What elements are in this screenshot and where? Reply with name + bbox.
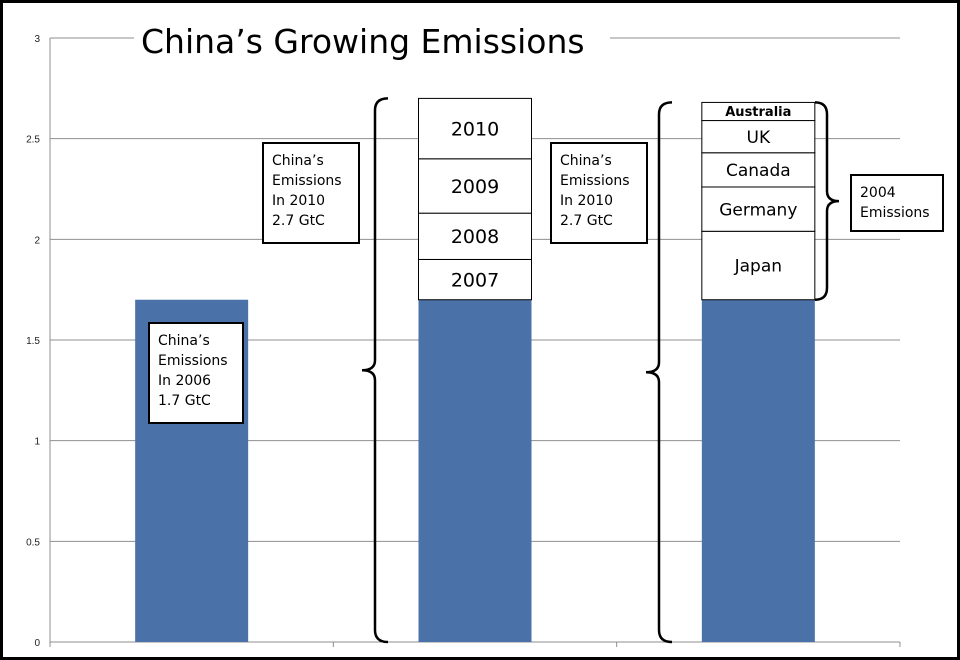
segment-label: 2009 xyxy=(451,176,499,198)
callout-line: 1.7 GtC xyxy=(158,393,211,409)
bar-base xyxy=(701,299,815,642)
stacked-segment xyxy=(701,186,816,232)
segment-label: Germany xyxy=(719,200,797,220)
callout-box xyxy=(550,142,648,244)
callout-line: 2.7 GtC xyxy=(560,213,613,229)
callout-line: China’s xyxy=(560,153,612,169)
callout-line: In 2010 xyxy=(272,193,325,209)
callout-line: 2004 xyxy=(860,185,896,201)
stacked-segment xyxy=(701,101,816,122)
stacked-segment xyxy=(701,152,816,188)
callout-line: Emissions xyxy=(860,205,930,221)
callout-box xyxy=(850,174,944,232)
brace-right-bar3 xyxy=(814,101,840,301)
segment-label: UK xyxy=(747,128,771,148)
stacked-segment xyxy=(701,120,816,154)
bar-base xyxy=(418,299,532,642)
stacked-segment xyxy=(418,258,532,301)
y-tick-label: 1.5 xyxy=(26,336,40,347)
segment-label: 2010 xyxy=(451,118,499,140)
y-tick-label: 2.5 xyxy=(26,135,40,146)
callout-line: Emissions xyxy=(272,173,342,189)
brace-left-bar3 xyxy=(645,101,673,644)
segment-label: 2007 xyxy=(451,269,499,291)
stacked-segment xyxy=(701,230,816,301)
segment-label: Australia xyxy=(725,105,791,120)
callout-line: In 2006 xyxy=(158,373,211,389)
segment-label: Canada xyxy=(726,161,791,181)
emissions-bar-chart: 0 0.5 1 1.5 2 2.5 3 2007 2008 2009 2010 Japan Germa… xyxy=(26,17,944,649)
chart-title: China’s Growing Emissions xyxy=(141,22,585,61)
callouts: China’s Emissions In 2006 1.7 GtC China’s Emi… xyxy=(148,97,944,644)
stacked-segment xyxy=(418,158,532,214)
y-tick-label: 0.5 xyxy=(26,537,40,548)
segment-label: 2008 xyxy=(451,226,499,248)
stacked-segment xyxy=(418,97,532,160)
y-tick-label: 0 xyxy=(34,638,40,649)
callout-line: China’s xyxy=(272,153,324,169)
brace-left-bar2 xyxy=(361,97,389,644)
callout-line: 2.7 GtC xyxy=(272,213,325,229)
callout-line: Emissions xyxy=(560,173,630,189)
title-backdrop xyxy=(134,17,610,67)
callout-box xyxy=(148,322,244,424)
callout-box xyxy=(262,142,360,244)
stacked-segment xyxy=(418,212,532,260)
y-tick-label: 1 xyxy=(34,437,40,448)
callout-line: China’s xyxy=(158,333,210,349)
segment-label: Japan xyxy=(734,257,782,277)
y-tick-label: 2 xyxy=(34,235,40,246)
y-tick-label: 3 xyxy=(34,34,40,45)
callout-line: In 2010 xyxy=(560,193,613,209)
callout-line: Emissions xyxy=(158,353,228,369)
